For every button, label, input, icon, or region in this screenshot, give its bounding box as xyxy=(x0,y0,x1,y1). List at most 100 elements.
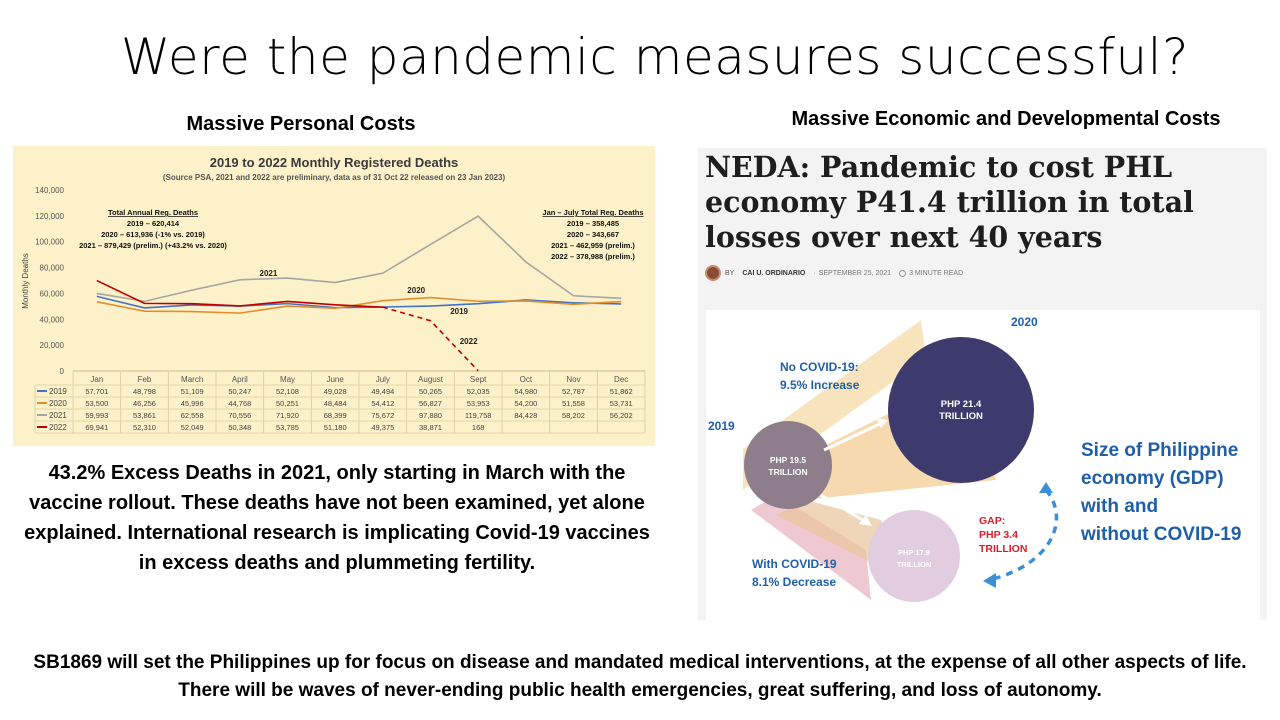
table-cell: 49,028 xyxy=(324,387,347,396)
table-cell: 48,484 xyxy=(324,399,347,408)
table-cell: 56,827 xyxy=(419,399,442,408)
gap-arrowhead xyxy=(983,573,996,588)
table-cell: 46,256 xyxy=(133,399,156,408)
table-cell: 56,202 xyxy=(610,411,633,420)
author-avatar xyxy=(705,265,721,281)
table-cell: 62,558 xyxy=(181,411,204,420)
jan-july-total-line: 2020 – 343,667 xyxy=(567,230,619,239)
x-tick-label: Dec xyxy=(614,375,628,384)
news-article-screenshot: NEDA: Pandemic to cost PHL economy P41.4… xyxy=(698,148,1267,620)
table-cell: 75,672 xyxy=(371,411,394,420)
gdp-2020-no-covid-circle xyxy=(888,337,1034,483)
y-tick-label: 0 xyxy=(60,367,65,376)
table-cell: 51,109 xyxy=(181,387,204,396)
gap-top-arrowhead xyxy=(1039,482,1053,493)
third-circle-value: PHP 17.9 xyxy=(898,548,930,557)
table-cell: 49,375 xyxy=(371,423,394,432)
y-tick-label: 120,000 xyxy=(35,212,64,221)
y-tick-label: 80,000 xyxy=(40,264,65,273)
x-tick-label: April xyxy=(232,375,248,384)
table-cell: 50,251 xyxy=(276,399,299,408)
table-cell: 52,049 xyxy=(181,423,204,432)
table-cell: 52,787 xyxy=(562,387,585,396)
deaths-chart: 2019 to 2022 Monthly Registered Deaths (… xyxy=(21,155,646,434)
table-cell: 51,180 xyxy=(324,423,347,432)
table-cell: 58,202 xyxy=(562,411,585,420)
annual-total-line: 2020 – 613,936 (-1% vs. 2019) xyxy=(101,230,205,239)
jan-july-total-line: 2022 – 378,988 (prelim.) xyxy=(551,252,635,261)
series-line-2019 xyxy=(96,295,622,309)
article-byline: BY CAI U. ORDINARIO · SEPTEMBER 25, 2021… xyxy=(705,264,963,282)
x-tick-label: March xyxy=(181,375,203,384)
table-cell: 59,993 xyxy=(85,411,108,420)
year-2020-label: 2020 xyxy=(1011,315,1038,329)
table-cell: 53,500 xyxy=(85,399,108,408)
left-heading: Massive Personal Costs xyxy=(186,113,416,135)
gap-label-2: PHP 3.4 xyxy=(979,529,1018,541)
table-cell: 54,200 xyxy=(514,399,537,408)
x-tick-label: Sept xyxy=(470,375,487,384)
table-cell: 50,265 xyxy=(419,387,442,396)
x-tick-label: Oct xyxy=(520,375,533,384)
x-tick-label: Jan xyxy=(90,375,103,384)
gdp-infographic-graphic: PHP 21.4 TRILLION PHP 19.5 TRILLION PHP … xyxy=(708,315,1241,602)
economy-size-4: without COVID-19 xyxy=(1080,524,1241,545)
table-cell: 50,247 xyxy=(228,387,251,396)
table-cell: 38,871 xyxy=(419,423,442,432)
gdp-infographic: PHP 21.4 TRILLION PHP 19.5 TRILLION PHP … xyxy=(706,310,1260,620)
y-tick-label: 40,000 xyxy=(40,315,65,324)
gap-dashed-arrow xyxy=(988,488,1059,582)
chart-subtitle: (Source PSA, 2021 and 2022 are prelimina… xyxy=(163,173,506,182)
table-cell: 48,798 xyxy=(133,387,156,396)
article-read-time: 3 MINUTE READ xyxy=(909,269,964,277)
jan-july-total-line: 2021 – 462,959 (prelim.) xyxy=(551,241,635,250)
table-cell: 84,428 xyxy=(514,411,537,420)
decline-arrow xyxy=(820,493,867,524)
legend-label-2021: 2021 xyxy=(49,411,67,420)
chart-title: 2019 to 2022 Monthly Registered Deaths xyxy=(210,155,459,170)
year-2019-label: 2019 xyxy=(708,419,735,433)
table-cell: 51,862 xyxy=(610,387,633,396)
table-cell: 51,558 xyxy=(562,399,585,408)
table-cell: 53,953 xyxy=(467,399,490,408)
economy-size-1: Size of Philippine xyxy=(1081,440,1238,461)
table-cell: 168 xyxy=(472,423,485,432)
no-covid-label-1: No COVID-19: xyxy=(780,360,859,374)
clock-icon xyxy=(899,269,907,277)
series-annotation-2020: 2020 xyxy=(407,286,425,295)
article-author[interactable]: CAI U. ORDINARIO xyxy=(742,269,806,277)
table-cell: 68,399 xyxy=(324,411,347,420)
series-line-2020 xyxy=(96,296,622,314)
byline-prefix: BY xyxy=(725,269,735,277)
table-cell: 71,920 xyxy=(276,411,299,420)
article-headline[interactable]: NEDA: Pandemic to cost PHL economy P41.4… xyxy=(705,150,1194,254)
legend-label-2020: 2020 xyxy=(49,399,67,408)
table-cell: 69,941 xyxy=(85,423,108,432)
table-cell: 54,412 xyxy=(371,399,394,408)
y-tick-label: 60,000 xyxy=(40,289,65,298)
table-cell: 53,731 xyxy=(610,399,633,408)
big-circle-unit: TRILLION xyxy=(939,411,983,422)
series-dashed-line-2022 xyxy=(382,306,479,372)
gdp-2019-circle xyxy=(744,421,832,509)
right-heading: Massive Economic and Developmental Costs xyxy=(791,108,1221,130)
series-annotation-2019: 2019 xyxy=(450,307,468,316)
with-covid-cone xyxy=(751,495,871,600)
third-circle-unit: TRILLION xyxy=(897,560,932,569)
no-covid-label-2: 9.5% Increase xyxy=(780,378,860,392)
y-axis-label: Monthly Deaths xyxy=(21,253,30,309)
table-cell: 52,310 xyxy=(133,423,156,432)
table-cell: 54,980 xyxy=(514,387,537,396)
bottom-statement: SB1869 will set the Philippines up for f… xyxy=(33,652,1247,701)
annual-total-line: 2021 – 879,429 (prelim.) (+43.2% vs. 202… xyxy=(79,241,227,250)
series-annotation-2021: 2021 xyxy=(260,269,278,278)
table-cell: 52,108 xyxy=(276,387,299,396)
deaths-chart-panel: 2019 to 2022 Monthly Registered Deaths (… xyxy=(13,146,655,446)
y-tick-label: 20,000 xyxy=(40,341,65,350)
series-line-2022 xyxy=(96,279,383,308)
x-tick-label: June xyxy=(326,375,344,384)
series-line-2021 xyxy=(96,215,622,303)
y-tick-label: 140,000 xyxy=(35,186,64,195)
small-circle-value: PHP 19.5 xyxy=(770,455,807,465)
legend-label-2022: 2022 xyxy=(49,423,67,432)
